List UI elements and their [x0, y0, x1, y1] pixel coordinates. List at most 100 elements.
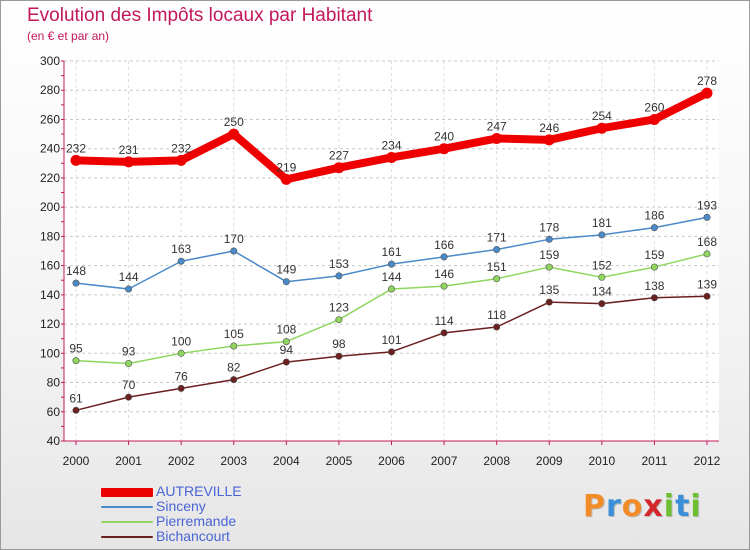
- data-label: 254: [592, 109, 612, 123]
- data-point: [545, 235, 553, 243]
- data-label: 152: [592, 258, 612, 272]
- data-point: [440, 282, 448, 290]
- x-tick-label: 2005: [326, 454, 353, 468]
- data-label: 146: [434, 267, 454, 281]
- data-label: 159: [539, 248, 559, 262]
- data-point: [596, 122, 608, 134]
- data-point: [177, 257, 185, 265]
- legend-label: Pierremande: [156, 513, 237, 529]
- data-label: 151: [487, 260, 507, 274]
- data-point: [386, 151, 397, 163]
- data-label: 94: [280, 343, 294, 357]
- logo-letter: r: [606, 489, 622, 524]
- legend-swatch: [101, 487, 153, 497]
- data-label: 100: [171, 334, 191, 348]
- x-tick-label: 2011: [642, 454, 668, 468]
- data-point: [280, 173, 292, 185]
- legend-swatch: [101, 506, 153, 508]
- data-label: 114: [435, 314, 454, 328]
- data-point: [438, 143, 450, 155]
- data-label: 144: [381, 270, 401, 284]
- data-label: 246: [539, 121, 559, 135]
- legend-label: Sinceny: [156, 498, 206, 514]
- chart-title: Evolution des Impôts locaux par Habitant: [27, 5, 373, 26]
- data-label: 144: [119, 270, 139, 284]
- x-tick-label: 2003: [220, 454, 247, 468]
- y-tick-label: 160: [40, 259, 60, 273]
- x-tick-label: 2012: [694, 454, 721, 468]
- proxiti-logo: Proxiti: [583, 489, 702, 524]
- y-tick-label: 60: [47, 405, 61, 419]
- data-label: 186: [644, 209, 664, 223]
- data-label: 153: [329, 257, 349, 271]
- x-tick-label: 2010: [588, 454, 615, 468]
- data-point: [387, 348, 395, 356]
- x-tick-label: 2002: [168, 454, 195, 468]
- data-label: 227: [329, 149, 349, 163]
- data-label: 149: [276, 263, 296, 277]
- legend-label: AUTREVILLE: [156, 483, 242, 499]
- data-point: [493, 323, 501, 331]
- data-point: [230, 247, 238, 255]
- logo-letter: i: [663, 489, 676, 524]
- logo-letter: P: [583, 489, 606, 524]
- logo-letter: o: [621, 489, 644, 524]
- data-label: 93: [122, 345, 136, 359]
- data-label: 118: [487, 308, 506, 322]
- data-point: [701, 87, 713, 99]
- data-label: 232: [171, 141, 191, 155]
- data-label: 139: [697, 277, 717, 291]
- data-point: [545, 298, 553, 306]
- data-label: 168: [697, 235, 717, 249]
- data-point: [650, 224, 658, 232]
- x-tick-label: 2008: [483, 454, 510, 468]
- data-point: [335, 272, 343, 280]
- data-label: 171: [487, 231, 507, 245]
- data-point: [598, 231, 606, 239]
- data-point: [125, 393, 133, 401]
- data-label: 219: [276, 160, 296, 174]
- y-tick-label: 280: [40, 83, 60, 97]
- data-label: 232: [66, 141, 86, 155]
- data-label: 123: [329, 301, 349, 315]
- data-label: 134: [592, 285, 612, 299]
- data-point: [282, 278, 290, 286]
- data-point: [177, 384, 185, 392]
- data-label: 76: [174, 369, 188, 383]
- data-label: 166: [434, 238, 454, 252]
- data-label: 250: [224, 115, 244, 129]
- data-label: 135: [539, 283, 559, 297]
- data-label: 161: [381, 245, 401, 259]
- data-point: [650, 263, 658, 271]
- data-point: [493, 246, 501, 254]
- data-label: 278: [697, 74, 717, 88]
- data-point: [335, 352, 343, 360]
- y-tick-label: 220: [40, 171, 60, 185]
- data-label: 163: [171, 242, 191, 256]
- data-point: [125, 360, 133, 368]
- data-point: [387, 260, 395, 268]
- data-point: [598, 300, 606, 308]
- data-point: [387, 285, 395, 293]
- data-point: [123, 156, 135, 168]
- data-point: [228, 128, 240, 140]
- data-point: [175, 154, 187, 166]
- data-label: 159: [644, 248, 664, 262]
- data-point: [333, 162, 345, 174]
- data-label: 95: [69, 342, 83, 356]
- legend-label: Bichancourt: [156, 528, 230, 544]
- data-point: [440, 253, 448, 261]
- chart-subtitle: (en € et par an): [27, 29, 110, 43]
- y-tick-label: 100: [40, 346, 60, 360]
- data-label: 148: [66, 264, 86, 278]
- data-label: 231: [119, 143, 139, 157]
- data-point: [545, 263, 553, 271]
- logo-letter: i: [690, 489, 702, 524]
- y-tick-label: 40: [47, 434, 61, 448]
- data-label: 108: [276, 323, 296, 337]
- data-label: 234: [381, 138, 401, 152]
- data-point: [440, 329, 448, 337]
- legend-swatch: [101, 521, 153, 523]
